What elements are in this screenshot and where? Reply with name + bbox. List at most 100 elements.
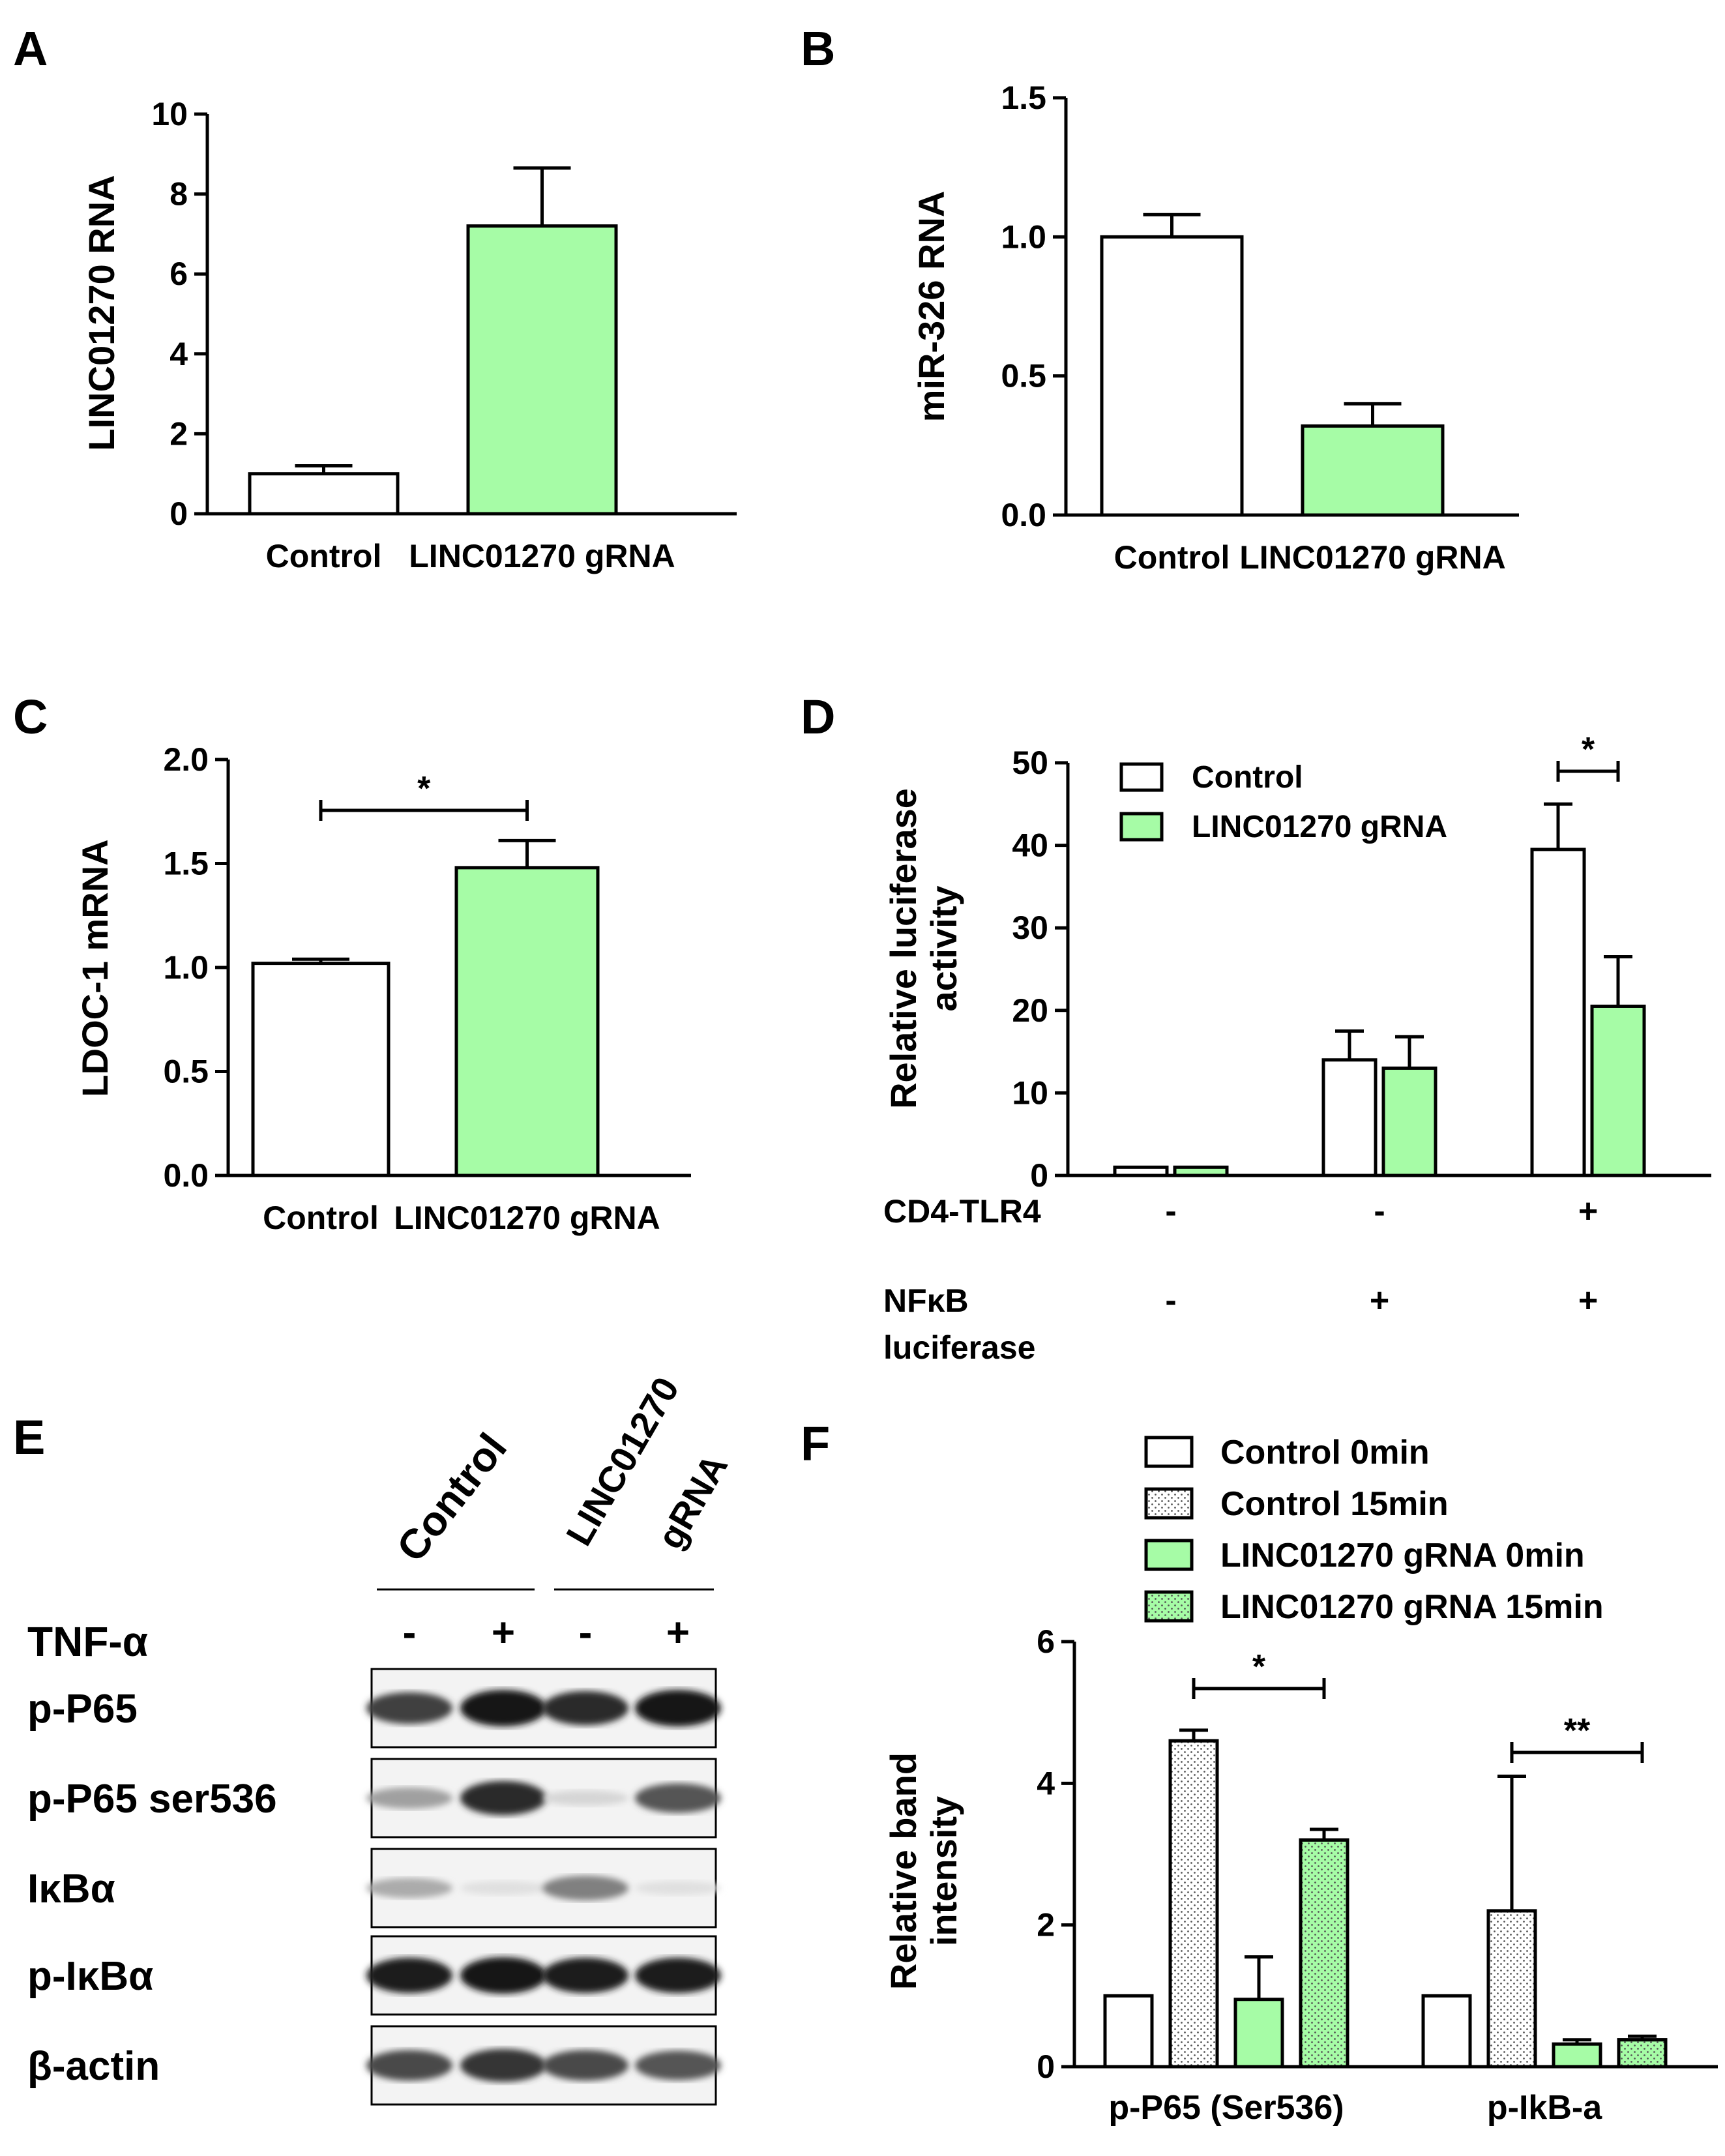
chart-f-legend-label: Control 0min [1220,1434,1430,1471]
chart-d-bar [1321,1058,1378,1177]
chart-a-y-tick-label: 8 [170,176,188,213]
chart-f-bar [1421,1994,1472,2069]
chart-c-y-tick-label: 1.5 [163,846,209,882]
blot-treatment-label: TNF-α [27,1618,148,1665]
chart-f-y-tick-label: 4 [1037,1765,1055,1801]
chart-c: 0.0 0.5 1.0 1.5 2.0 LDOC-1 mRNA Control LINC012… [74,741,691,1236]
chart-f-y-tick-label: 2 [1037,1907,1055,1943]
blot-band [542,1691,628,1726]
blot-header-label: gRNA [649,1447,735,1556]
blot-band [635,1881,721,1895]
chart-c-significance-label: * [417,770,431,808]
panel-label-c: C [13,690,48,744]
chart-c-bar [454,866,600,1177]
chart-f-y-tick-label: 0 [1037,2048,1055,2085]
chart-d-bar [1113,1165,1169,1177]
chart-f-significance-label: * [1252,1648,1266,1686]
blot-band [366,2050,452,2081]
chart-d-y-axis-label: Relative luciferase [883,788,924,1109]
chart-d-y-tick-label: 50 [1012,745,1048,781]
chart-b-bar [1100,235,1244,517]
chart-d-legend-label: Control [1192,760,1303,795]
chart-f: 0 2 4 6 Relative band intensity p-P65 (Ser536)… [883,1434,1718,2127]
chart-d-bar [1590,1004,1646,1177]
chart-f-legend-swatch [1144,1539,1194,1571]
chart-f-x-tick-label: p-P65 (Ser536) [1108,2089,1344,2127]
blot-band [366,1787,452,1809]
chart-d-condition-sign: - [1374,1192,1385,1230]
blot-row-label: IκBα [27,1867,115,1912]
chart-f-bar [1103,1994,1154,2069]
blot-band [366,1878,452,1898]
chart-d-condition-sign: - [1165,1192,1176,1230]
chart-c-y-axis-label: LDOC-1 mRNA [74,839,115,1097]
chart-d-bar [1173,1165,1229,1177]
chart-b-y-tick-label: 1.5 [1001,80,1046,116]
blot-band [460,1881,546,1895]
blot-band [460,1957,546,1994]
blot-treatment-sign: - [579,1610,593,1655]
chart-f-bar [1233,1998,1284,2069]
blot-band [542,1790,628,1806]
blot-band [542,1876,628,1900]
panel-label-f: F [801,1417,830,1471]
chart-f-y-axis-label: intensity [923,1796,964,1946]
blot-treatment-sign: + [666,1610,690,1655]
chart-d-legend-label: LINC01270 gRNA [1192,810,1447,844]
chart-a-x-tick-label: LINC01270 gRNA [409,538,675,574]
chart-b-bar [1301,424,1445,517]
chart-a-x-tick-label: Control [266,538,382,574]
chart-a-y-tick-label: 0 [170,495,188,532]
chart-c-y-tick-label: 1.0 [163,949,209,986]
blot-treatment-sign: + [492,1610,515,1655]
chart-f-legend-label: LINC01270 gRNA 15min [1220,1588,1604,1626]
chart-a-y-tick-label: 10 [151,96,188,132]
chart-d-bar [1530,848,1586,1177]
chart-a-y-tick-label: 2 [170,415,188,452]
chart-c-y-tick-label: 0.5 [163,1054,209,1090]
blot-row-label: p-P65 [27,1687,138,1732]
blot-row-label: β-actin [27,2044,160,2089]
chart-d-y-tick-label: 10 [1012,1074,1048,1111]
chart-b-y-tick-label: 1.0 [1001,218,1046,255]
chart-b: 0.0 0.5 1.0 1.5 miR-326 RNA Control LINC01270 … [911,80,1519,576]
chart-d-condition-label: NFκB [883,1282,969,1319]
chart-c-y-tick-label: 0.0 [163,1157,209,1194]
chart-d-y-axis-label: activity [923,886,964,1012]
blot-band [460,1780,546,1816]
chart-f-significance-label: ** [1564,1712,1591,1750]
chart-b-y-axis-label: miR-326 RNA [911,191,952,422]
chart-f-bar-pattern [1168,1739,1219,2069]
blot-band [366,1692,452,1724]
chart-f-bar-pattern [1299,1838,1349,2069]
chart-d-condition-label: luciferase [883,1329,1035,1366]
chart-d-condition-sign: + [1578,1192,1598,1230]
chart-d-legend-swatch [1119,812,1164,842]
chart-b-y-tick-label: 0.5 [1001,358,1046,394]
chart-b-x-tick-label: Control [1114,539,1230,576]
blot-band [635,2050,721,2080]
blot-band [542,2050,628,2081]
chart-f-legend-swatch-pattern [1144,1590,1194,1623]
blot-band [366,1957,452,1994]
chart-f-legend-label: Control 15min [1220,1485,1449,1523]
blot-header-label: Control [387,1425,516,1571]
chart-d-significance-label: * [1582,731,1595,769]
panel-label-b: B [801,22,835,76]
blot-band [635,1957,721,1994]
blot-band [635,1783,721,1813]
chart-f-legend-swatch [1144,1436,1194,1468]
chart-d-y-tick-label: 30 [1012,909,1048,946]
chart-a-bar [248,472,400,516]
panel-label-a: A [13,22,48,76]
chart-a-y-axis-label: LINC01270 RNA [81,175,122,450]
chart-a-y-tick-label: 6 [170,256,188,292]
chart-d-y-tick-label: 20 [1012,992,1048,1029]
blot-row-label: p-P65 ser536 [27,1777,277,1822]
panel-label-e: E [13,1410,45,1464]
chart-d-legend-swatch [1119,762,1164,792]
chart-f-y-axis-label: Relative band [883,1752,924,1990]
chart-a-bar [466,224,618,516]
